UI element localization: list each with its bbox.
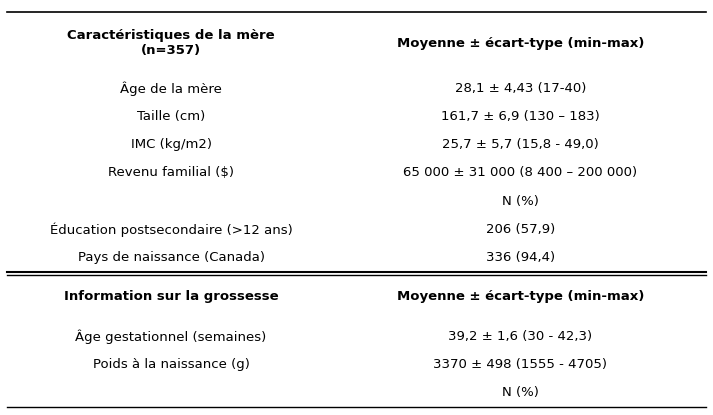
Text: 28,1 ± 4,43 (17-40): 28,1 ± 4,43 (17-40)	[455, 82, 586, 95]
Text: Caractéristiques de la mère
(n=357): Caractéristiques de la mère (n=357)	[67, 29, 275, 57]
Text: 161,7 ± 6,9 (130 – 183): 161,7 ± 6,9 (130 – 183)	[441, 110, 600, 123]
Text: Taille (cm): Taille (cm)	[137, 110, 205, 123]
Text: Âge gestationnel (semaines): Âge gestationnel (semaines)	[76, 329, 267, 344]
Text: Poids à la naissance (g): Poids à la naissance (g)	[93, 358, 250, 371]
Text: Éducation postsecondaire (>12 ans): Éducation postsecondaire (>12 ans)	[50, 222, 292, 237]
Text: N (%): N (%)	[502, 386, 539, 399]
Text: 336 (94,4): 336 (94,4)	[486, 251, 555, 264]
Text: 206 (57,9): 206 (57,9)	[486, 223, 555, 236]
Text: 25,7 ± 5,7 (15,8 - 49,0): 25,7 ± 5,7 (15,8 - 49,0)	[442, 138, 599, 151]
Text: Information sur la grossesse: Information sur la grossesse	[63, 290, 279, 303]
Text: 3370 ± 498 (1555 - 4705): 3370 ± 498 (1555 - 4705)	[434, 358, 607, 371]
Text: Revenu familial ($): Revenu familial ($)	[108, 166, 234, 179]
Text: 39,2 ± 1,6 (30 - 42,3): 39,2 ± 1,6 (30 - 42,3)	[448, 330, 593, 343]
Text: Moyenne ± écart-type (min-max): Moyenne ± écart-type (min-max)	[397, 290, 644, 303]
Text: N (%): N (%)	[502, 195, 539, 208]
Text: 65 000 ± 31 000 (8 400 – 200 000): 65 000 ± 31 000 (8 400 – 200 000)	[404, 166, 637, 179]
Text: Pays de naissance (Canada): Pays de naissance (Canada)	[78, 251, 265, 264]
Text: Moyenne ± écart-type (min-max): Moyenne ± écart-type (min-max)	[397, 37, 644, 50]
Text: Âge de la mère: Âge de la mère	[120, 81, 222, 96]
Text: IMC (kg/m2): IMC (kg/m2)	[130, 138, 212, 151]
